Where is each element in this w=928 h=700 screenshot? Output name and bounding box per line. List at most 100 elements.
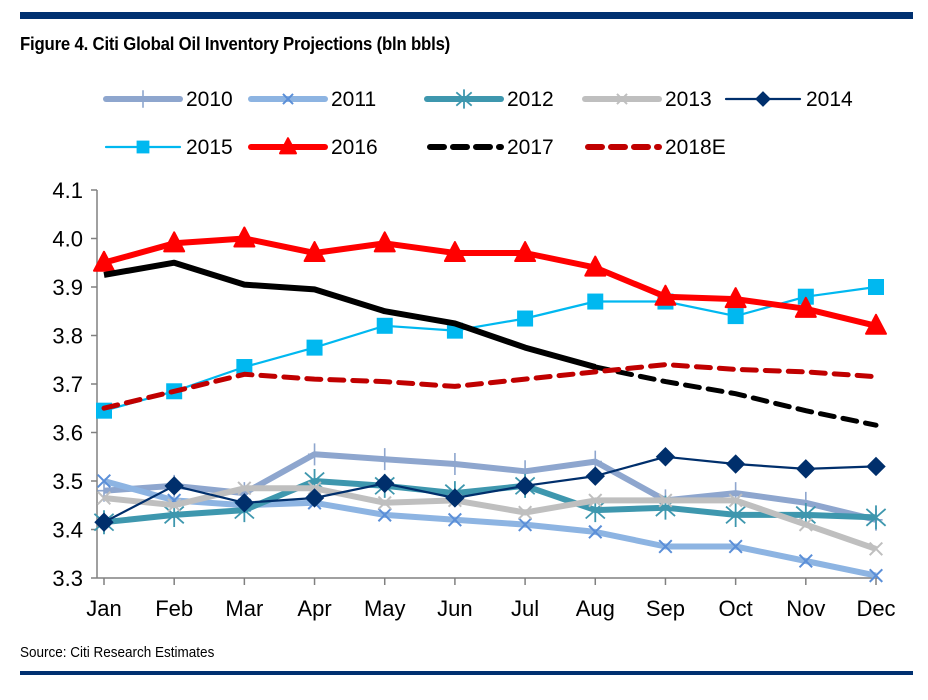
data-point-2015-mar [236, 359, 253, 376]
series-line [103, 455, 877, 524]
legend-item-2017: 2017 [427, 136, 554, 159]
series-line-forecast [592, 364, 879, 428]
series-line [103, 478, 877, 526]
legend-label: 2015 [186, 136, 233, 159]
data-point-2016-apr [303, 241, 326, 263]
data-point-2015-dec [868, 279, 884, 295]
legend-item-2015: 2015 [104, 136, 233, 159]
data-point-2010-jun [448, 453, 462, 476]
data-point-2011-jan [96, 473, 112, 489]
legend-item-2018e: 2018E [585, 136, 726, 159]
y-tick-label: 4.0 [52, 227, 83, 252]
y-tick-label: 4.1 [52, 178, 83, 203]
x-tick-label: Mar [225, 596, 263, 621]
series-line [103, 478, 877, 579]
data-point-2010-apr [307, 443, 322, 466]
legend-item-2013: 2013 [582, 88, 712, 111]
series-line [103, 485, 877, 552]
data-point-2013-oct [728, 493, 743, 508]
y-tick-label: 3.3 [52, 566, 83, 591]
x-tick-label: Aug [576, 596, 615, 621]
data-point-2011-may [377, 507, 392, 522]
legend-item-2014: 2014 [724, 88, 853, 111]
data-point-2014-dec [866, 456, 886, 477]
y-tick-label: 3.4 [52, 518, 83, 543]
data-point-2011-sep [658, 539, 673, 554]
x-tick-label: Jul [511, 596, 539, 621]
axes: 3.3 3.4 3.5 3.6 3.7 3.8 3.9 4.0 4.1 Jan Feb Mar Apr M… [52, 178, 895, 621]
figure-title: Figure 4. Citi Global Oil Inventory Proj… [20, 34, 451, 54]
data-point-2010-may [378, 448, 392, 471]
data-point-2016-feb [163, 231, 186, 253]
y-tick-label: 3.9 [52, 275, 83, 300]
series-line [103, 285, 877, 412]
x-tick-label: May [364, 596, 406, 621]
series-group [93, 226, 887, 583]
series-2016 [93, 226, 887, 335]
legend-label: 2016 [331, 136, 378, 159]
data-point-2015-aug [587, 293, 604, 310]
legend-marker [755, 91, 771, 107]
series-2014 [94, 447, 886, 532]
data-point-2014-mar [234, 493, 255, 513]
data-point-2016-oct [724, 287, 747, 309]
data-point-2011-aug [588, 524, 603, 539]
x-tick-label: Nov [786, 596, 825, 621]
data-point-2016-jul [514, 241, 537, 263]
data-point-2011-nov [798, 554, 813, 569]
legend-marker [282, 93, 294, 105]
data-point-2011-oct [728, 539, 743, 554]
data-point-2014-feb [164, 476, 184, 496]
data-point-2013-aug [588, 493, 603, 508]
series-2018e [101, 362, 879, 411]
legend-label: 2018E [665, 136, 726, 159]
legend-label: 2013 [665, 88, 712, 111]
data-point-2014-jun [445, 488, 465, 508]
source-note: Source: Citi Research Estimates [20, 644, 215, 661]
data-point-2015-nov [797, 288, 814, 305]
series-line-actual [103, 259, 597, 370]
data-point-2016-jan [93, 250, 115, 272]
data-point-2016-aug [584, 255, 607, 277]
data-point-2016-sep [654, 284, 677, 306]
series-2017 [103, 259, 879, 428]
data-point-2015-may [376, 317, 393, 334]
legend-marker [279, 137, 297, 155]
legend: 2010 2011 2012 2013 2014 2015 2016 2017 2018E [103, 88, 853, 159]
x-tick-label: Feb [155, 596, 193, 621]
data-point-2012-dec [865, 505, 887, 530]
x-tick-label: Sep [646, 596, 685, 621]
y-tick-label: 3.6 [52, 421, 83, 446]
data-point-2014-aug [585, 466, 605, 486]
data-point-2014-jul [515, 476, 535, 496]
series-line [101, 362, 879, 411]
data-point-2014-apr [304, 488, 325, 508]
x-tick-label: Jun [437, 596, 472, 621]
data-point-2011-dec [868, 568, 884, 583]
data-point-2013-may [377, 495, 392, 510]
data-point-2014-sep [655, 447, 676, 467]
data-point-2013-jan [96, 490, 112, 505]
legend-label: 2014 [806, 88, 853, 111]
data-point-2013-nov [798, 517, 813, 532]
data-point-2012-oct [725, 502, 746, 527]
data-point-2014-may [375, 473, 395, 494]
legend-marker [616, 93, 628, 105]
legend-label: 2011 [331, 88, 376, 111]
data-point-2015-apr [306, 339, 323, 356]
legend-marker [136, 140, 150, 154]
data-point-2013-jul [518, 505, 533, 520]
data-point-2011-jun [447, 512, 462, 527]
legend-marker [455, 89, 473, 109]
x-tick-label: Jan [86, 596, 121, 621]
legend-marker [137, 90, 149, 108]
legend-item-2011: 2011 [248, 88, 376, 111]
data-point-2013-feb [167, 498, 182, 513]
x-tick-label: Oct [719, 596, 753, 621]
data-point-2014-jan [94, 512, 114, 532]
series-2015 [96, 279, 884, 419]
data-point-2015-oct [727, 308, 744, 325]
x-tick-label: Dec [856, 596, 895, 621]
x-tick-label: Apr [297, 596, 331, 621]
data-point-2016-nov [794, 296, 817, 318]
